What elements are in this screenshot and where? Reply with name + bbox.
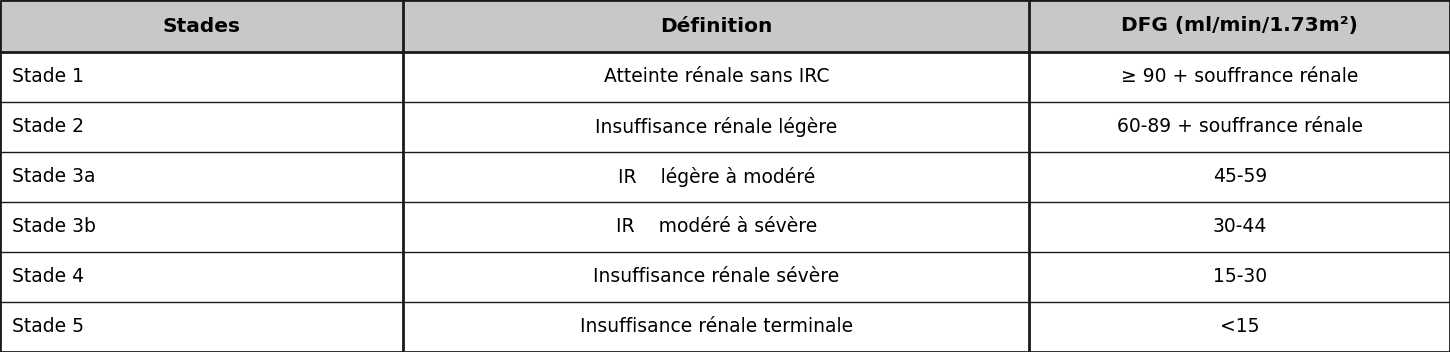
Text: Stade 4: Stade 4 [12, 268, 84, 287]
Bar [1030, 252, 1450, 302]
Bar [403, 302, 1030, 352]
Bar [403, 102, 1030, 152]
Bar [0, 202, 403, 252]
Bar [1030, 52, 1450, 102]
Bar [403, 252, 1030, 302]
Bar [403, 152, 1030, 202]
Bar [1030, 102, 1450, 152]
Text: 15-30: 15-30 [1212, 268, 1267, 287]
Text: Insuffisance rénale sévère: Insuffisance rénale sévère [593, 268, 840, 287]
Text: Stades: Stades [162, 17, 241, 36]
Text: Stade 3b: Stade 3b [12, 218, 96, 237]
Text: Stade 1: Stade 1 [12, 68, 84, 87]
Text: Insuffisance rénale légère: Insuffisance rénale légère [594, 117, 838, 137]
Bar [403, 0, 1030, 52]
Bar [0, 102, 403, 152]
Text: Insuffisance rénale terminale: Insuffisance rénale terminale [580, 318, 853, 337]
Bar [403, 202, 1030, 252]
Bar [0, 252, 403, 302]
Text: ≥ 90 + souffrance rénale: ≥ 90 + souffrance rénale [1121, 68, 1359, 87]
Text: Stade 5: Stade 5 [12, 318, 84, 337]
Text: Stade 3a: Stade 3a [12, 168, 96, 187]
Bar [1030, 0, 1450, 52]
Text: 60-89 + souffrance rénale: 60-89 + souffrance rénale [1116, 118, 1363, 137]
Text: Définition: Définition [660, 17, 773, 36]
Text: Stade 2: Stade 2 [12, 118, 84, 137]
Bar [1030, 152, 1450, 202]
Bar [403, 52, 1030, 102]
Text: IR    modéré à sévère: IR modéré à sévère [616, 218, 816, 237]
Bar [0, 302, 403, 352]
Bar [0, 152, 403, 202]
Text: DFG (ml/min/1.73m²): DFG (ml/min/1.73m²) [1121, 17, 1359, 36]
Bar [1030, 202, 1450, 252]
Text: IR    légère à modéré: IR légère à modéré [618, 167, 815, 187]
Text: Atteinte rénale sans IRC: Atteinte rénale sans IRC [603, 68, 829, 87]
Bar [1030, 302, 1450, 352]
Text: 45-59: 45-59 [1212, 168, 1267, 187]
Bar [0, 52, 403, 102]
Text: 30-44: 30-44 [1212, 218, 1267, 237]
Text: <15: <15 [1219, 318, 1260, 337]
Bar [0, 0, 403, 52]
